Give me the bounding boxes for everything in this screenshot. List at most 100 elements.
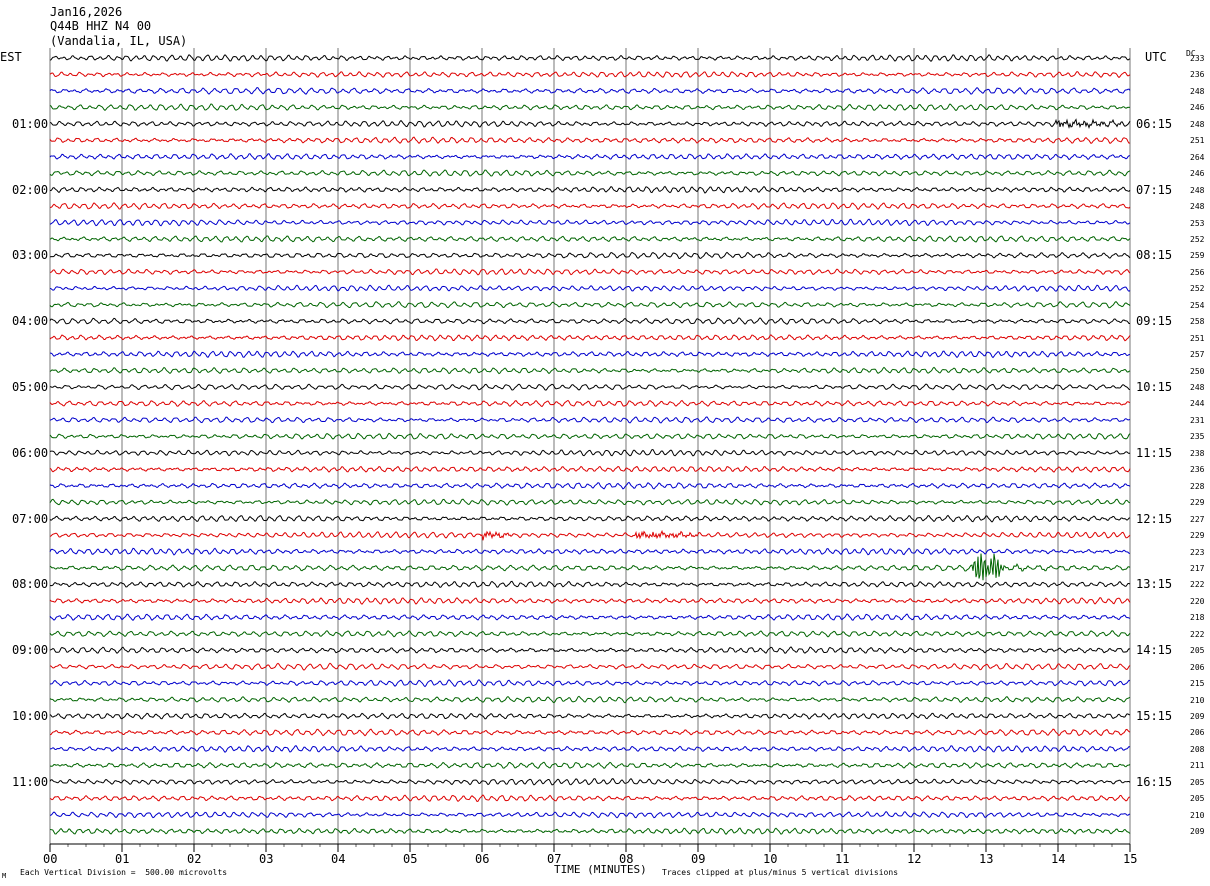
est-hour-label: 08:00 (12, 577, 49, 592)
utc-hour-label: 07:15 (1136, 182, 1173, 197)
corner-mark: M (2, 872, 7, 880)
est-hour-label: 03:00 (12, 248, 49, 263)
dc-offset-value: 209 (1190, 827, 1205, 837)
est-hour-label: 01:00 (12, 116, 49, 131)
dc-offset-value: 229 (1190, 531, 1205, 541)
seismic-trace (49, 596, 1131, 605)
seismic-trace (49, 70, 1131, 79)
plot-date: Jan16,2026 (50, 5, 123, 19)
dc-offset-value: 246 (1190, 103, 1205, 113)
dc-offset-value: 229 (1190, 498, 1205, 508)
seismic-trace (49, 712, 1131, 720)
seismic-trace (49, 334, 1131, 342)
est-hour-label: 09:00 (12, 643, 49, 658)
dc-offset-value: 264 (1190, 152, 1205, 162)
x-tick-label: 04 (331, 852, 346, 866)
dc-offset-value: 246 (1190, 169, 1205, 179)
x-tick-label: 12 (907, 852, 922, 866)
seismic-trace (49, 498, 1131, 506)
x-tick-label: 14 (1051, 852, 1066, 866)
dc-offset-value: 236 (1190, 465, 1205, 475)
x-tick-label: 07 (547, 852, 562, 866)
seismic-trace (49, 169, 1131, 177)
seismic-trace (49, 695, 1131, 704)
seismic-trace (49, 777, 1131, 786)
x-tick-label: 10 (763, 852, 778, 866)
seismic-trace (49, 662, 1131, 671)
dc-offset-value: 218 (1190, 613, 1205, 623)
dc-offset-value: 253 (1190, 218, 1205, 228)
dc-offset-value: 205 (1190, 646, 1205, 656)
est-hour-label: 07:00 (12, 511, 49, 526)
seismic-trace (49, 547, 1131, 556)
seismic-trace (49, 514, 1131, 523)
utc-label: UTC (1145, 50, 1167, 64)
dc-offset-value: 256 (1190, 267, 1205, 277)
x-tick-label: 11 (835, 852, 850, 866)
utc-hour-label: 16:15 (1136, 774, 1173, 789)
seismic-trace (49, 580, 1131, 588)
utc-hour-label: 06:15 (1136, 116, 1173, 131)
seismic-trace (49, 465, 1131, 473)
station-location: (Vandalia, IL, USA) (50, 34, 188, 48)
utc-hour-label: 08:15 (1136, 248, 1173, 263)
x-tick-label: 01 (115, 852, 130, 866)
seismic-trace (49, 235, 1131, 243)
est-hour-label: 02:00 (12, 182, 49, 197)
seismic-trace (49, 284, 1131, 293)
seismic-trace (49, 529, 1131, 541)
est-hour-label: 06:00 (12, 445, 49, 460)
dc-offset-value: 252 (1190, 234, 1205, 244)
est-hour-label: 05:00 (12, 380, 49, 394)
dc-offset-value: 250 (1190, 366, 1205, 376)
seismic-trace (49, 301, 1131, 309)
seismic-trace (49, 399, 1131, 408)
est-hour-label: 04:00 (12, 314, 49, 329)
dc-offset-value: 244 (1190, 399, 1205, 409)
dc-offset-value: 248 (1190, 119, 1205, 129)
seismic-trace (49, 268, 1131, 276)
dc-offset-value: 236 (1190, 70, 1205, 80)
dc-offset-value: 248 (1190, 202, 1205, 212)
dc-offset-value: 252 (1190, 284, 1205, 294)
seismic-trace (49, 481, 1131, 490)
utc-hour-label: 12:15 (1136, 511, 1173, 526)
dc-offset-value: 228 (1190, 481, 1205, 491)
dc-offset-value: 235 (1190, 432, 1205, 442)
dc-offset-value: 233 (1190, 54, 1205, 63)
x-tick-label: 02 (187, 852, 202, 866)
dc-offset-value: 231 (1190, 415, 1205, 425)
seismic-trace (49, 432, 1131, 440)
dc-offset-value: 206 (1190, 728, 1205, 738)
seismic-trace (49, 761, 1131, 770)
seismic-trace (50, 350, 1131, 359)
dc-offset-value: 259 (1190, 251, 1205, 261)
utc-hour-label: 09:15 (1136, 314, 1173, 329)
utc-hour-label: 13:15 (1136, 577, 1173, 592)
seismic-trace (49, 794, 1131, 803)
seismic-trace (49, 218, 1131, 227)
x-tick-label: 06 (475, 852, 490, 866)
seismic-trace (49, 383, 1131, 391)
seismic-trace (49, 449, 1131, 457)
dc-offset-value: 257 (1190, 350, 1205, 360)
seismic-trace (49, 416, 1131, 424)
est-label: EST (0, 50, 22, 64)
est-hour-label: 11:00 (12, 774, 49, 789)
seismic-trace (49, 54, 1131, 63)
seismic-trace (49, 827, 1131, 835)
x-tick-label: 05 (403, 852, 418, 866)
scale-note: Each Vertical Division = 500.00 microvol… (20, 868, 228, 877)
x-tick-label: 15 (1123, 852, 1138, 866)
seismic-trace (49, 553, 1131, 581)
dc-offset-value: 215 (1190, 679, 1205, 689)
seismic-trace (49, 811, 1131, 819)
seismic-trace (49, 202, 1131, 211)
dc-offset-value: 251 (1190, 136, 1205, 146)
seismic-trace (49, 86, 1131, 95)
dc-offset-value: 217 (1190, 563, 1205, 573)
dc-offset-value: 223 (1190, 547, 1205, 557)
utc-hour-label: 14:15 (1136, 643, 1173, 658)
dc-offset-value: 227 (1190, 514, 1205, 524)
